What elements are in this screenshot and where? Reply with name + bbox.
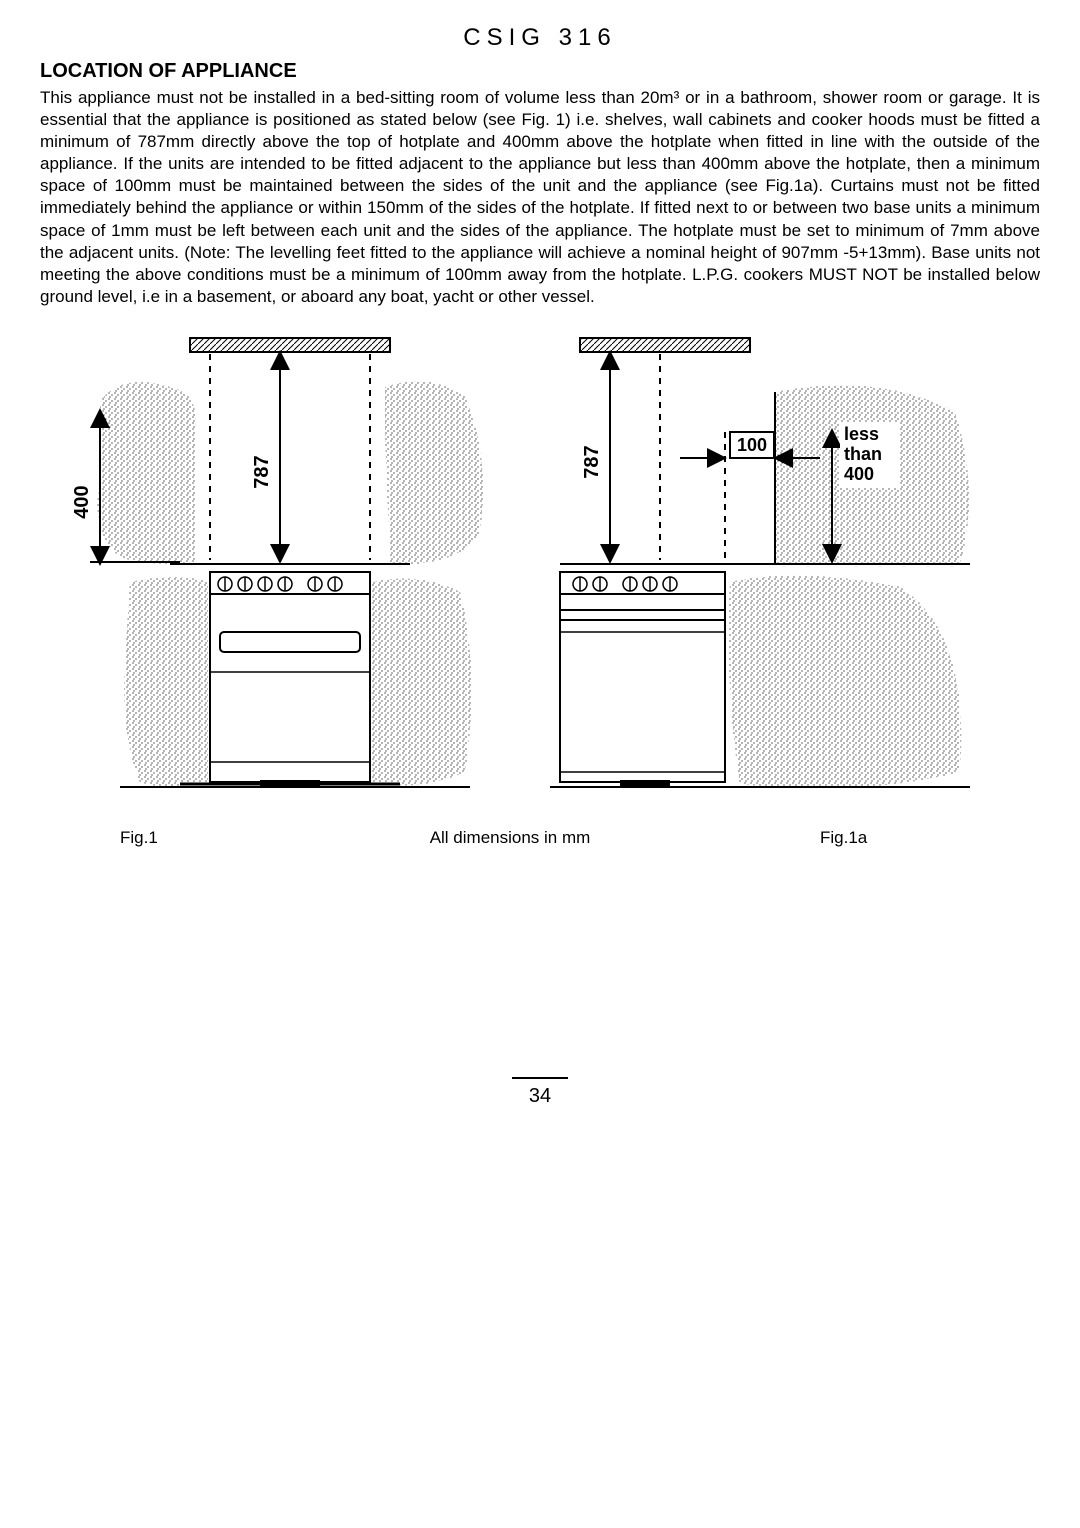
dim-100: 100	[737, 435, 767, 455]
caption-fig1a: Fig.1a	[780, 828, 1000, 848]
caption-fig1: Fig.1	[60, 828, 240, 848]
figure-captions: Fig.1 All dimensions in mm Fig.1a	[60, 828, 1000, 848]
less-label-2: than	[844, 444, 882, 464]
body-paragraph: This appliance must not be installed in …	[40, 87, 1040, 308]
figure-1: 400 787	[60, 332, 500, 812]
dim-787a: 787	[581, 445, 603, 478]
less-label-1: less	[844, 424, 879, 444]
caption-mid: All dimensions in mm	[240, 828, 780, 848]
less-label-3: 400	[844, 464, 874, 484]
figures-row: 400 787	[60, 332, 1040, 812]
figure-1a-svg: 787 100 less than 400	[540, 332, 980, 812]
dim-787: 787	[251, 455, 273, 488]
page-number: 34	[0, 1077, 1080, 1108]
section-title: LOCATION OF APPLIANCE	[40, 60, 1040, 83]
dim-400: 400	[71, 485, 93, 518]
figure-1a: 787 100 less than 400	[540, 332, 980, 812]
figure-1-svg: 400 787	[60, 332, 500, 812]
model-code: CSIG 316	[40, 24, 1040, 52]
